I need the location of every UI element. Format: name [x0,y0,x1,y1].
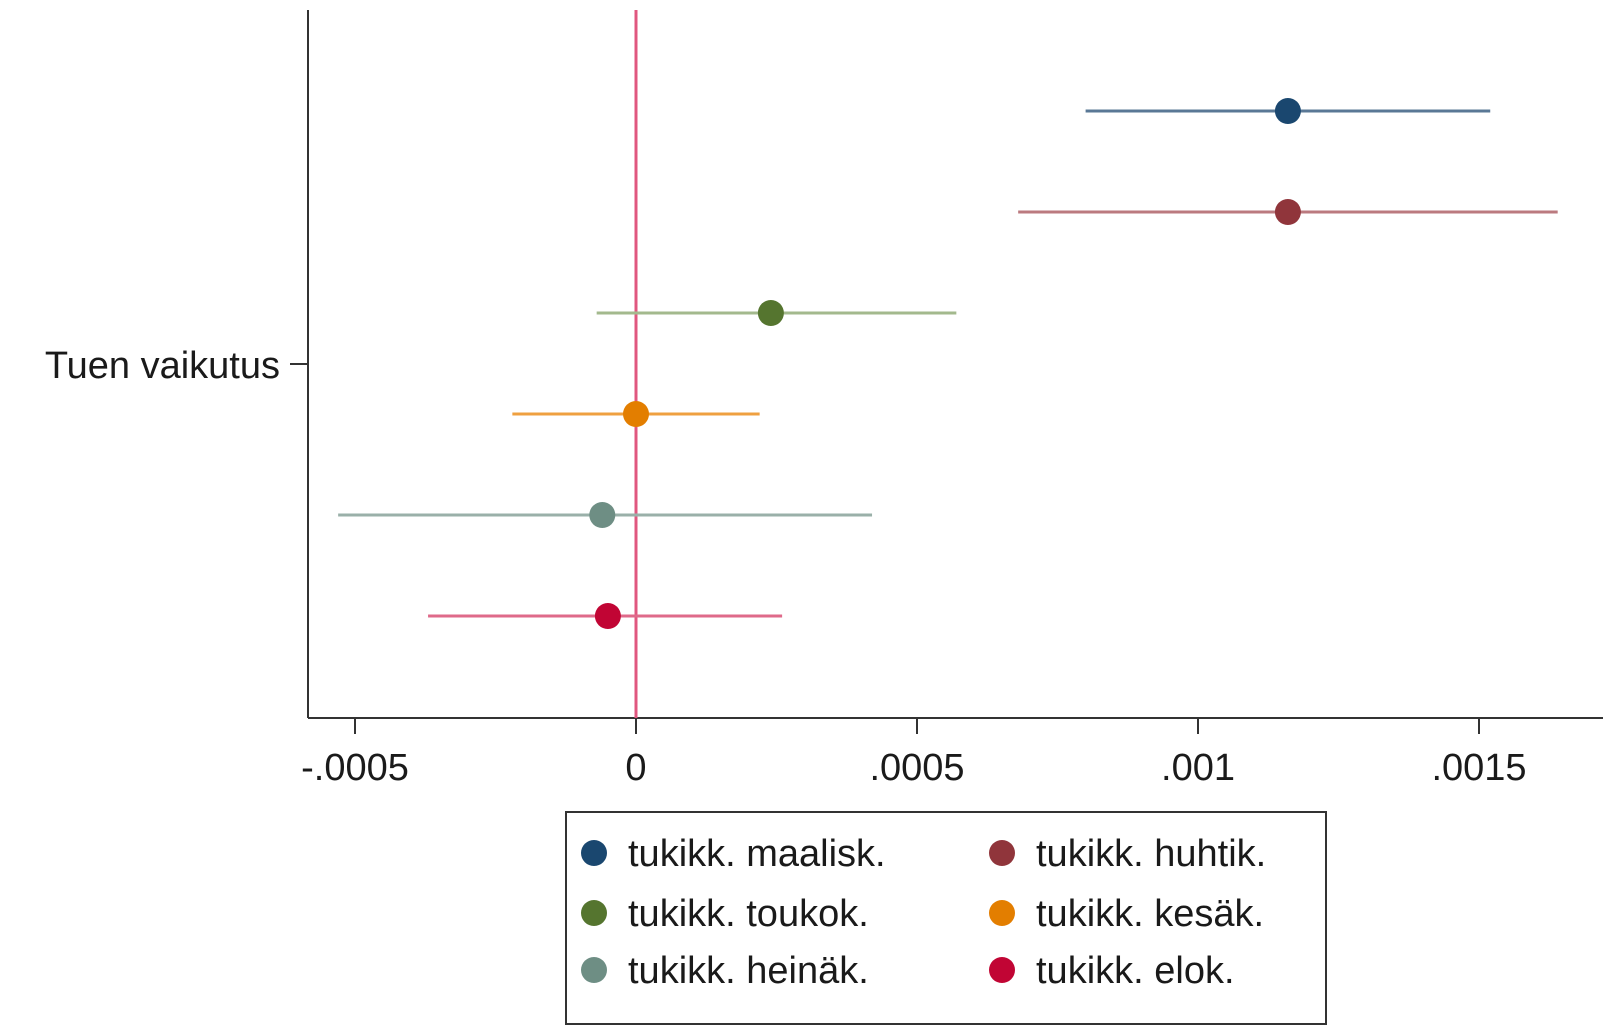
series-1 [1086,98,1491,124]
series-6 [428,603,782,629]
x-tick-label: .0005 [869,747,964,789]
point-estimate [589,502,615,528]
point-estimate [1275,199,1301,225]
x-tick-label: .001 [1161,747,1235,789]
legend-marker [581,957,607,983]
legend: tukikk. maalisk. tukikk. huhtik. tukikk. t… [566,812,1326,1024]
x-tick-label: .0015 [1431,747,1526,789]
series-2 [1018,199,1558,225]
series-group [338,98,1558,629]
legend-marker [581,900,607,926]
x-ticks: -.0005 0 .0005 .001 .0015 [301,718,1526,789]
point-estimate [595,603,621,629]
legend-label: tukikk. huhtik. [1036,833,1266,875]
x-tick-label: -.0005 [301,747,409,789]
legend-marker [989,840,1015,866]
point-estimate [758,300,784,326]
x-tick-label: 0 [625,747,646,789]
legend-label: tukikk. kesäk. [1036,893,1264,935]
series-4 [512,401,759,427]
plot-area: Tuen vaikutus -.0005 0 .0005 .001 .0015 [45,10,1603,789]
series-3 [597,300,957,326]
legend-label: tukikk. heinäk. [628,950,869,992]
legend-marker [989,900,1015,926]
legend-marker [989,957,1015,983]
legend-marker [581,840,607,866]
series-5 [338,502,872,528]
legend-label: tukikk. maalisk. [628,833,886,875]
legend-label: tukikk. elok. [1036,950,1235,992]
point-estimate [1275,98,1301,124]
point-estimate [623,401,649,427]
y-category-label: Tuen vaikutus [45,345,280,387]
legend-label: tukikk. toukok. [628,893,869,935]
